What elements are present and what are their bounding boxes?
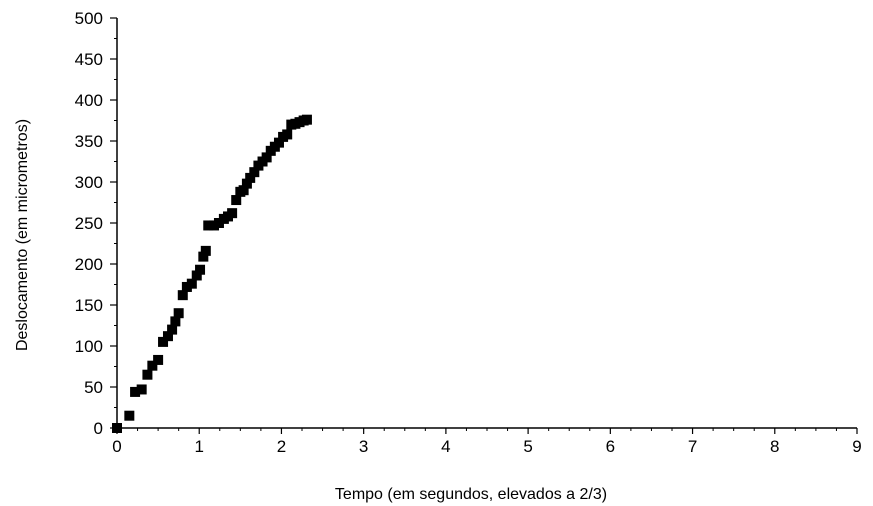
data-point (130, 386, 141, 397)
data-point (301, 114, 312, 125)
data-point (273, 137, 284, 148)
axes: 0 1 2 3 4 5 6 7 8 9 0 50 100 150 200 250 300 350 400 450 500 (75, 9, 862, 456)
data-point (142, 369, 153, 380)
x-tick-label: 1 (194, 437, 203, 456)
x-tick-label: 7 (688, 437, 697, 456)
y-tick-label: 200 (75, 255, 103, 274)
data-point (186, 278, 197, 289)
data-point (147, 360, 158, 371)
data-points (112, 114, 312, 433)
data-point (124, 410, 135, 421)
data-point (227, 208, 238, 219)
data-point (261, 152, 272, 163)
data-point (173, 308, 184, 319)
data-point (245, 172, 256, 183)
data-point (177, 290, 188, 301)
y-tick-label: 400 (75, 91, 103, 110)
y-tick-label: 300 (75, 173, 103, 192)
y-axis-title: Deslocamento (em micrometros) (14, 119, 31, 351)
data-point (112, 423, 122, 433)
x-tick-label: 8 (770, 437, 779, 456)
y-tick-label: 0 (94, 419, 103, 438)
x-tick-label: 6 (606, 437, 615, 456)
y-tick-label: 350 (75, 132, 103, 151)
x-tick-label: 4 (441, 437, 450, 456)
data-point (203, 220, 214, 231)
y-tick-label: 500 (75, 9, 103, 28)
y-tick-label: 450 (75, 50, 103, 69)
data-point (170, 316, 181, 327)
y-tick-label: 100 (75, 337, 103, 356)
data-point (198, 251, 209, 262)
x-tick-label: 5 (523, 437, 532, 456)
x-axis-title: Tempo (em segundos, elevados a 2/3) (335, 486, 607, 503)
x-tick-label: 0 (112, 437, 121, 456)
y-tick-label: 250 (75, 214, 103, 233)
data-point (162, 331, 173, 342)
data-point (238, 185, 249, 196)
data-point (167, 324, 178, 335)
y-tick-label: 150 (75, 296, 103, 315)
x-tick-label: 3 (359, 437, 368, 456)
y-tick-label: 50 (84, 378, 103, 397)
data-point (249, 167, 260, 178)
x-tick-label: 2 (277, 437, 286, 456)
data-point (195, 264, 206, 275)
data-point (158, 336, 169, 347)
data-point (191, 270, 202, 281)
data-point (200, 245, 211, 256)
data-point (231, 195, 242, 206)
data-point (282, 129, 293, 140)
data-point (136, 384, 147, 395)
x-tick-label: 9 (852, 437, 861, 456)
data-point (153, 354, 164, 365)
data-point (241, 178, 252, 189)
